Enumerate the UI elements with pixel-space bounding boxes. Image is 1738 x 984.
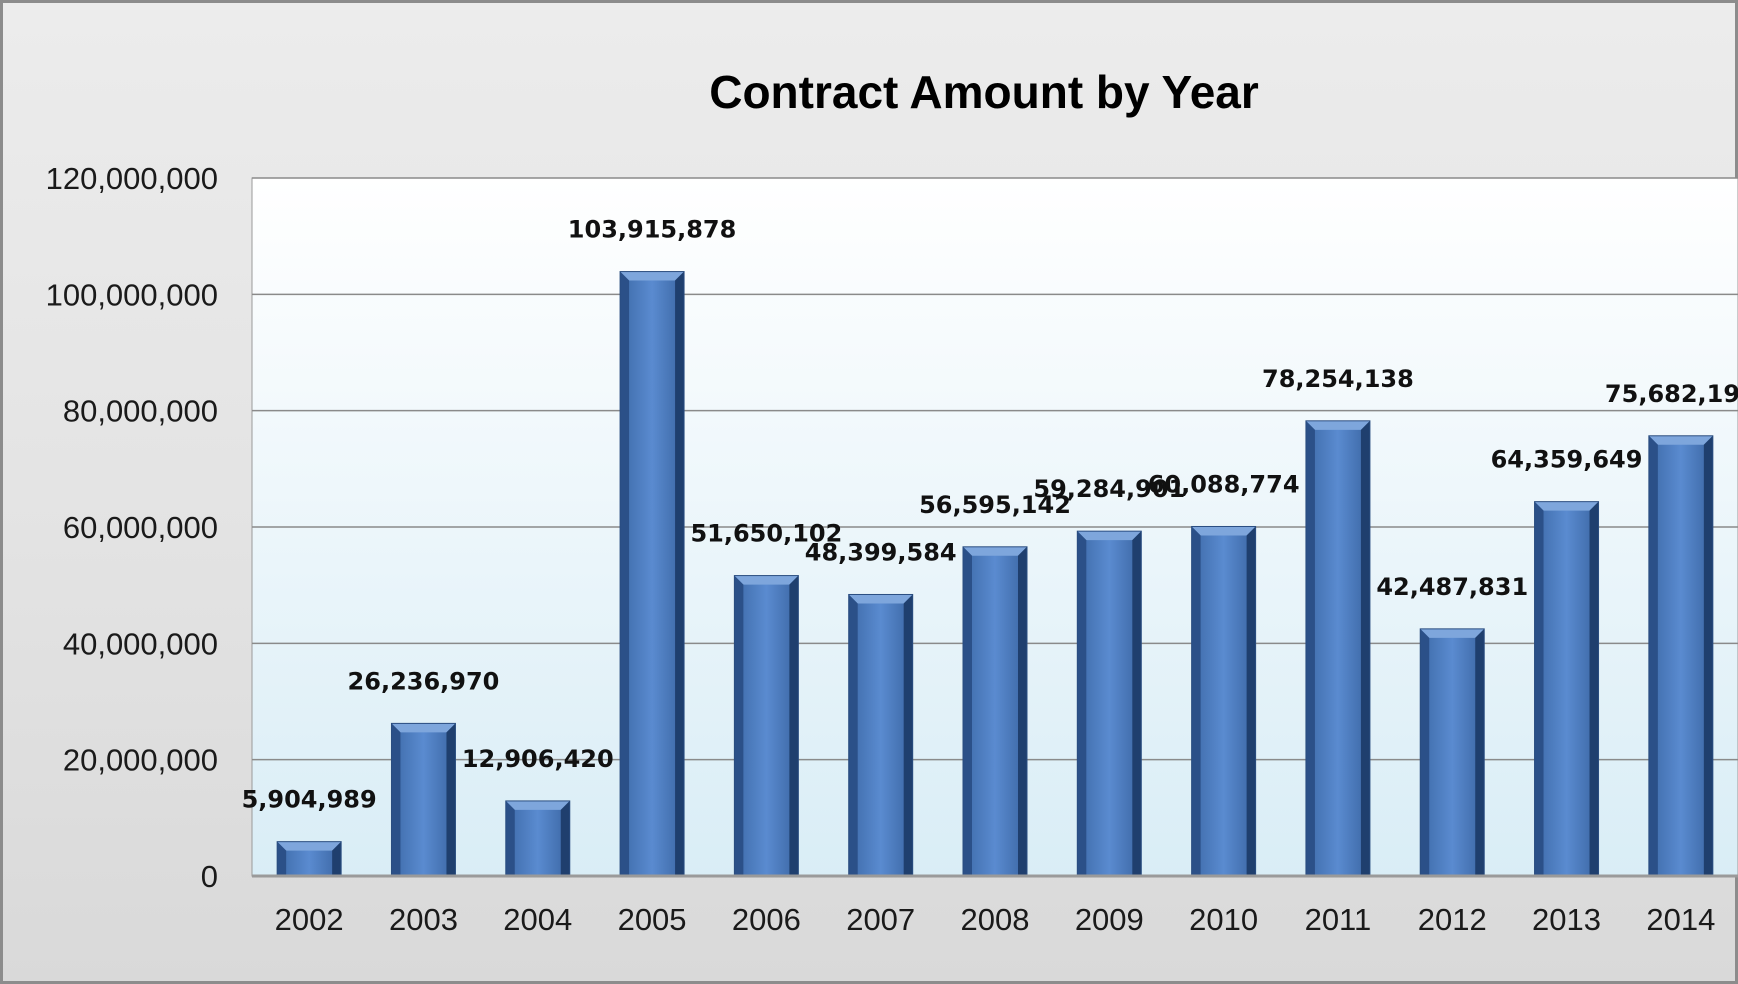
x-tick-label: 2009 — [1075, 902, 1144, 937]
data-label: 103,915,878 — [568, 216, 737, 244]
data-label: 59,284,901 — [1033, 475, 1185, 503]
bar — [1076, 530, 1142, 877]
x-tick-label: 2012 — [1418, 902, 1487, 937]
y-tick-label: 60,000,000 — [63, 510, 218, 545]
bar — [848, 593, 914, 877]
bar — [962, 546, 1028, 877]
data-label: 26,236,970 — [348, 667, 500, 695]
data-labels: 5,904,989 26,236,970 12,906,420 103,915,878… — [242, 216, 1738, 814]
bar — [1419, 628, 1485, 877]
data-label: 64,359,649 — [1491, 446, 1643, 474]
bar — [276, 841, 342, 877]
data-label: 12,906,420 — [462, 745, 614, 773]
x-tick-label: 2014 — [1646, 902, 1715, 937]
bar — [1534, 501, 1600, 877]
bar — [733, 575, 799, 877]
y-tick-label: 80,000,000 — [63, 394, 218, 429]
x-tick-label: 2007 — [846, 902, 915, 937]
bar — [619, 271, 685, 877]
bar — [1191, 525, 1257, 877]
x-tick-label: 2008 — [961, 902, 1030, 937]
data-label: 78,254,138 — [1262, 365, 1414, 393]
x-tick-label: 2010 — [1189, 902, 1258, 937]
bar — [390, 722, 456, 877]
data-label: 75,682,199 — [1605, 380, 1738, 408]
x-tick-label: 2011 — [1305, 902, 1372, 937]
bar — [1648, 435, 1714, 877]
x-tick-label: 2002 — [275, 902, 344, 937]
y-axis: 0 20,000,000 40,000,000 60,000,000 80,000,00… — [46, 161, 218, 894]
y-tick-label: 20,000,000 — [63, 743, 218, 778]
bar — [505, 800, 571, 877]
x-tick-label: 2004 — [503, 902, 572, 937]
x-tick-label: 2006 — [732, 902, 801, 937]
chart-title: Contract Amount by Year — [709, 66, 1259, 118]
data-label: 56,595,142 — [919, 491, 1071, 519]
bars — [276, 271, 1714, 877]
data-label: 51,650,102 — [690, 520, 842, 548]
data-label: 48,399,584 — [805, 538, 957, 566]
data-label: 42,487,831 — [1376, 573, 1528, 601]
bar — [1305, 420, 1371, 877]
x-axis: 2002 2003 2004 2005 2006 2007 2008 2009 2010 2011… — [252, 874, 1738, 937]
x-tick-label: 2013 — [1532, 902, 1601, 937]
x-tick-label: 2003 — [389, 902, 458, 937]
y-tick-label: 100,000,000 — [46, 277, 218, 312]
data-label: 5,904,989 — [242, 786, 377, 814]
y-tick-label: 120,000,000 — [46, 161, 218, 196]
data-label: 60,088,774 — [1148, 470, 1300, 498]
y-tick-label: 0 — [201, 859, 218, 894]
y-tick-label: 40,000,000 — [63, 626, 218, 661]
x-tick-label: 2005 — [618, 902, 687, 937]
